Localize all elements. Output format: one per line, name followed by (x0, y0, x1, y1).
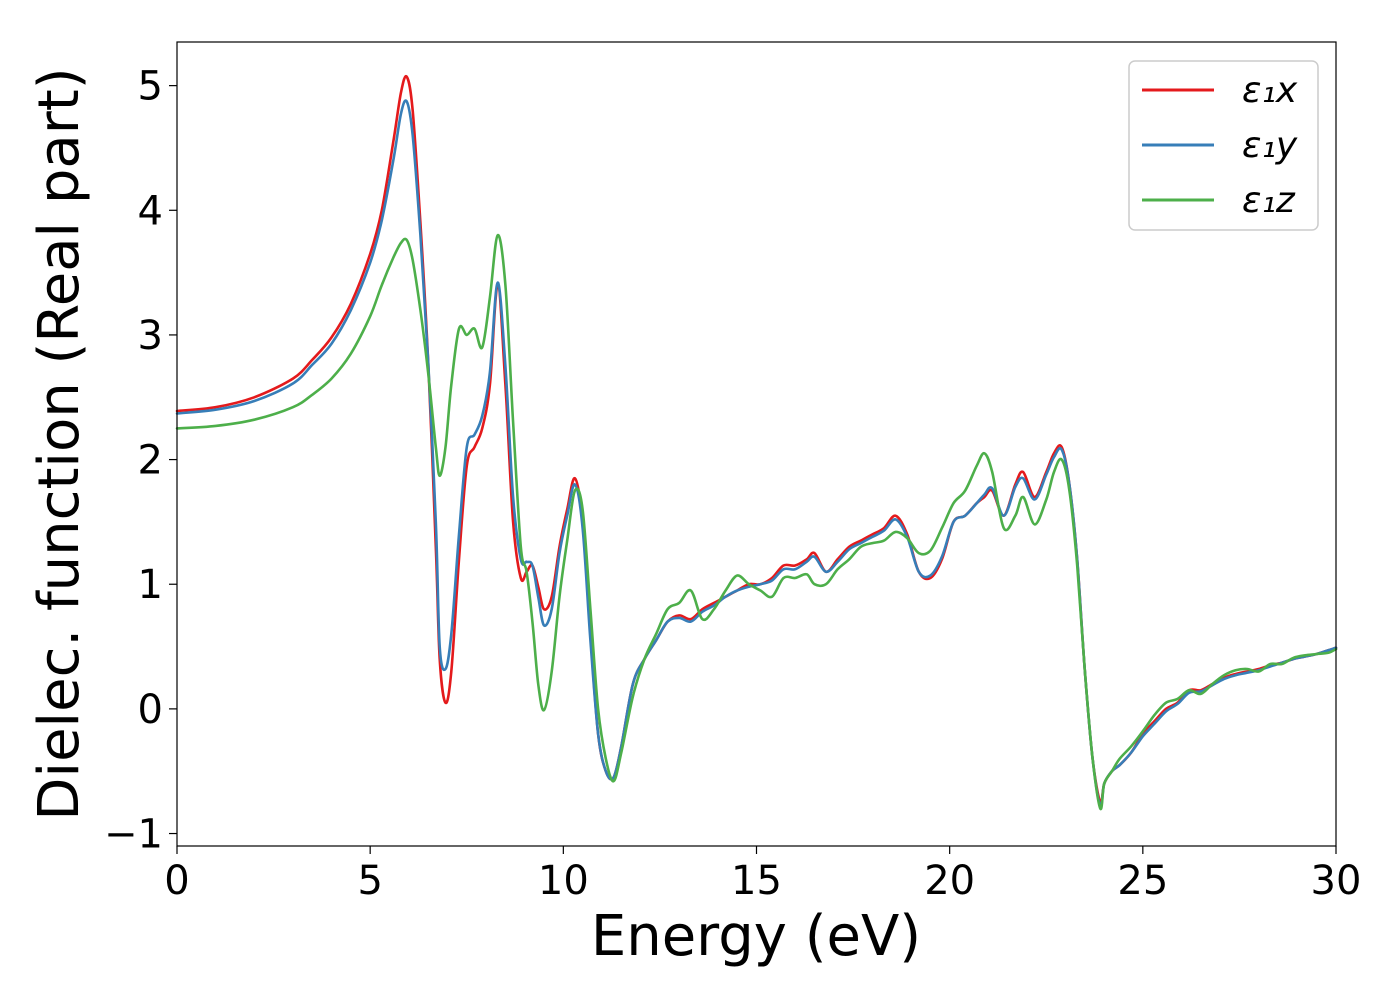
x-axis-label: Energy (eV) (591, 904, 921, 969)
series-line-2 (175, 233, 1338, 811)
y-axis: −1 0 1 2 3 4 5 (104, 64, 177, 858)
y-tick-label: 0 (138, 687, 163, 733)
x-tick-label: 30 (1311, 858, 1362, 904)
legend-label-2: ε₁z (1242, 180, 1296, 221)
y-tick-label: 1 (138, 562, 163, 608)
x-tick-label: 20 (924, 858, 975, 904)
y-tick-label: 4 (138, 188, 163, 234)
legend-label-0: ε₁x (1242, 70, 1298, 111)
x-tick-label: 0 (164, 858, 189, 904)
x-tick-label: 5 (357, 858, 382, 904)
series-line-1 (175, 99, 1338, 808)
series-layer (175, 74, 1338, 811)
y-axis-label: Dielec. function (Real part) (27, 67, 92, 820)
y-tick-label: 3 (138, 313, 163, 359)
x-tick-label: 15 (731, 858, 782, 904)
x-tick-label: 25 (1117, 858, 1168, 904)
x-axis: 0 5 10 15 20 25 30 (164, 846, 1361, 904)
legend-box (1128, 60, 1319, 231)
y-tick-label: −1 (104, 812, 163, 858)
legend: ε₁x ε₁y ε₁z (1128, 60, 1319, 231)
y-tick-label: 2 (138, 438, 163, 484)
legend-label-1: ε₁y (1242, 125, 1298, 166)
y-tick-label: 5 (138, 64, 163, 110)
x-tick-label: 10 (538, 858, 589, 904)
